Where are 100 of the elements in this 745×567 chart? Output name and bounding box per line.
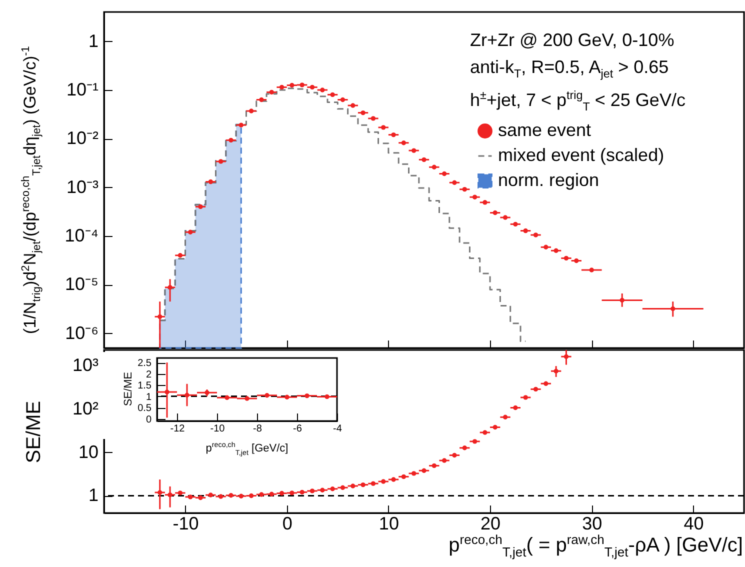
point [178,253,183,258]
point [564,256,569,261]
y-axis-title: SE/ME [122,372,134,406]
legend-label: norm. region [498,170,600,190]
point [228,138,234,143]
point [523,395,528,400]
point [492,210,498,216]
point [401,474,406,480]
point [248,493,254,498]
legend-label: same event [498,120,592,140]
point [320,88,325,92]
point [564,354,569,359]
point [360,110,366,116]
point [224,395,230,400]
legend-label: mixed event (scaled) [498,145,664,165]
y-tick-label: 2 [146,369,152,380]
y-axis-title: SE/ME [23,400,45,464]
point [168,492,172,498]
point [442,458,447,463]
point [168,285,172,290]
point [320,488,325,492]
point [411,148,416,153]
point [304,393,310,398]
point [533,386,538,392]
x-tick-label: -8 [253,424,262,434]
y-tick-label: 10³ [72,355,99,376]
point [178,490,183,496]
point [432,463,437,468]
x-tick-label: 0 [282,514,292,534]
point [370,116,376,121]
point [452,452,457,458]
point [208,179,214,184]
point [269,90,274,95]
point [381,125,386,130]
point [300,82,304,88]
point [544,244,548,250]
point [391,477,396,482]
point [574,258,579,264]
point [259,97,264,102]
point [310,84,315,90]
point [513,222,518,227]
y-tick-label: 1 [146,392,152,403]
point [158,490,162,495]
x-axis-title: p$^{reco,ch}$$_{T,jet}$( = p$^{raw,ch}$$_{T,jet}$-ρA ) [GeV/c] [448,532,743,560]
x-axis-title: p$^{reco,ch}$$_{T,jet}$ [GeV/c] [206,441,288,457]
point [411,471,416,476]
point [300,490,304,494]
point [670,306,676,312]
point [184,392,190,398]
point [533,232,538,238]
point [290,82,294,88]
annotation: Zr+Zr @ 200 GeV, 0-10% [470,30,674,50]
point [462,446,467,450]
y-tick-label: 10 [78,442,98,462]
x-tick-label: 40 [684,514,704,534]
point [442,171,447,176]
x-tick-label: -12 [170,424,186,434]
point [188,494,193,500]
y-tick-label: 1.5 [138,380,152,392]
y-tick-label: 10⁻⁶ [65,322,98,343]
y-tick-label: 10² [72,398,99,419]
point [324,394,330,400]
point [554,368,558,374]
point [238,122,244,128]
point [238,494,244,498]
point [391,132,396,138]
point [330,92,335,98]
y-tick-label: 10⁻¹ [66,79,99,100]
point [370,481,376,486]
x-tick-label: 20 [480,514,501,534]
y-tick-label: 10⁻² [66,128,99,148]
y-tick-label: 1 [88,485,98,506]
point [589,268,594,272]
point [228,493,234,498]
x-tick-label: -10 [210,424,226,434]
point [264,393,270,398]
point [422,468,426,473]
x-tick-label: 30 [582,514,602,534]
point [218,159,224,164]
y-tick-label: 0.5 [138,403,152,414]
point [330,486,335,492]
point [360,482,366,488]
point [198,495,203,500]
point [310,488,315,494]
point [290,490,294,496]
annotation: h$^{±}$+jet, 7 < p$^{trig}$$_{T}$ < 25 GeV/c [470,89,686,114]
point [422,157,426,162]
point [208,492,214,498]
point [279,490,284,496]
y-tick-label: 10⁻⁴ [64,226,98,246]
point [620,298,624,303]
point [381,479,386,484]
point [472,439,478,444]
x-tick-label: -6 [293,424,302,434]
y-tick-label: 2.5 [138,358,152,369]
x-tick-label: -10 [172,514,199,534]
x-tick-label: 10 [378,514,399,534]
point [492,424,498,430]
point [462,186,467,192]
point [164,390,170,394]
